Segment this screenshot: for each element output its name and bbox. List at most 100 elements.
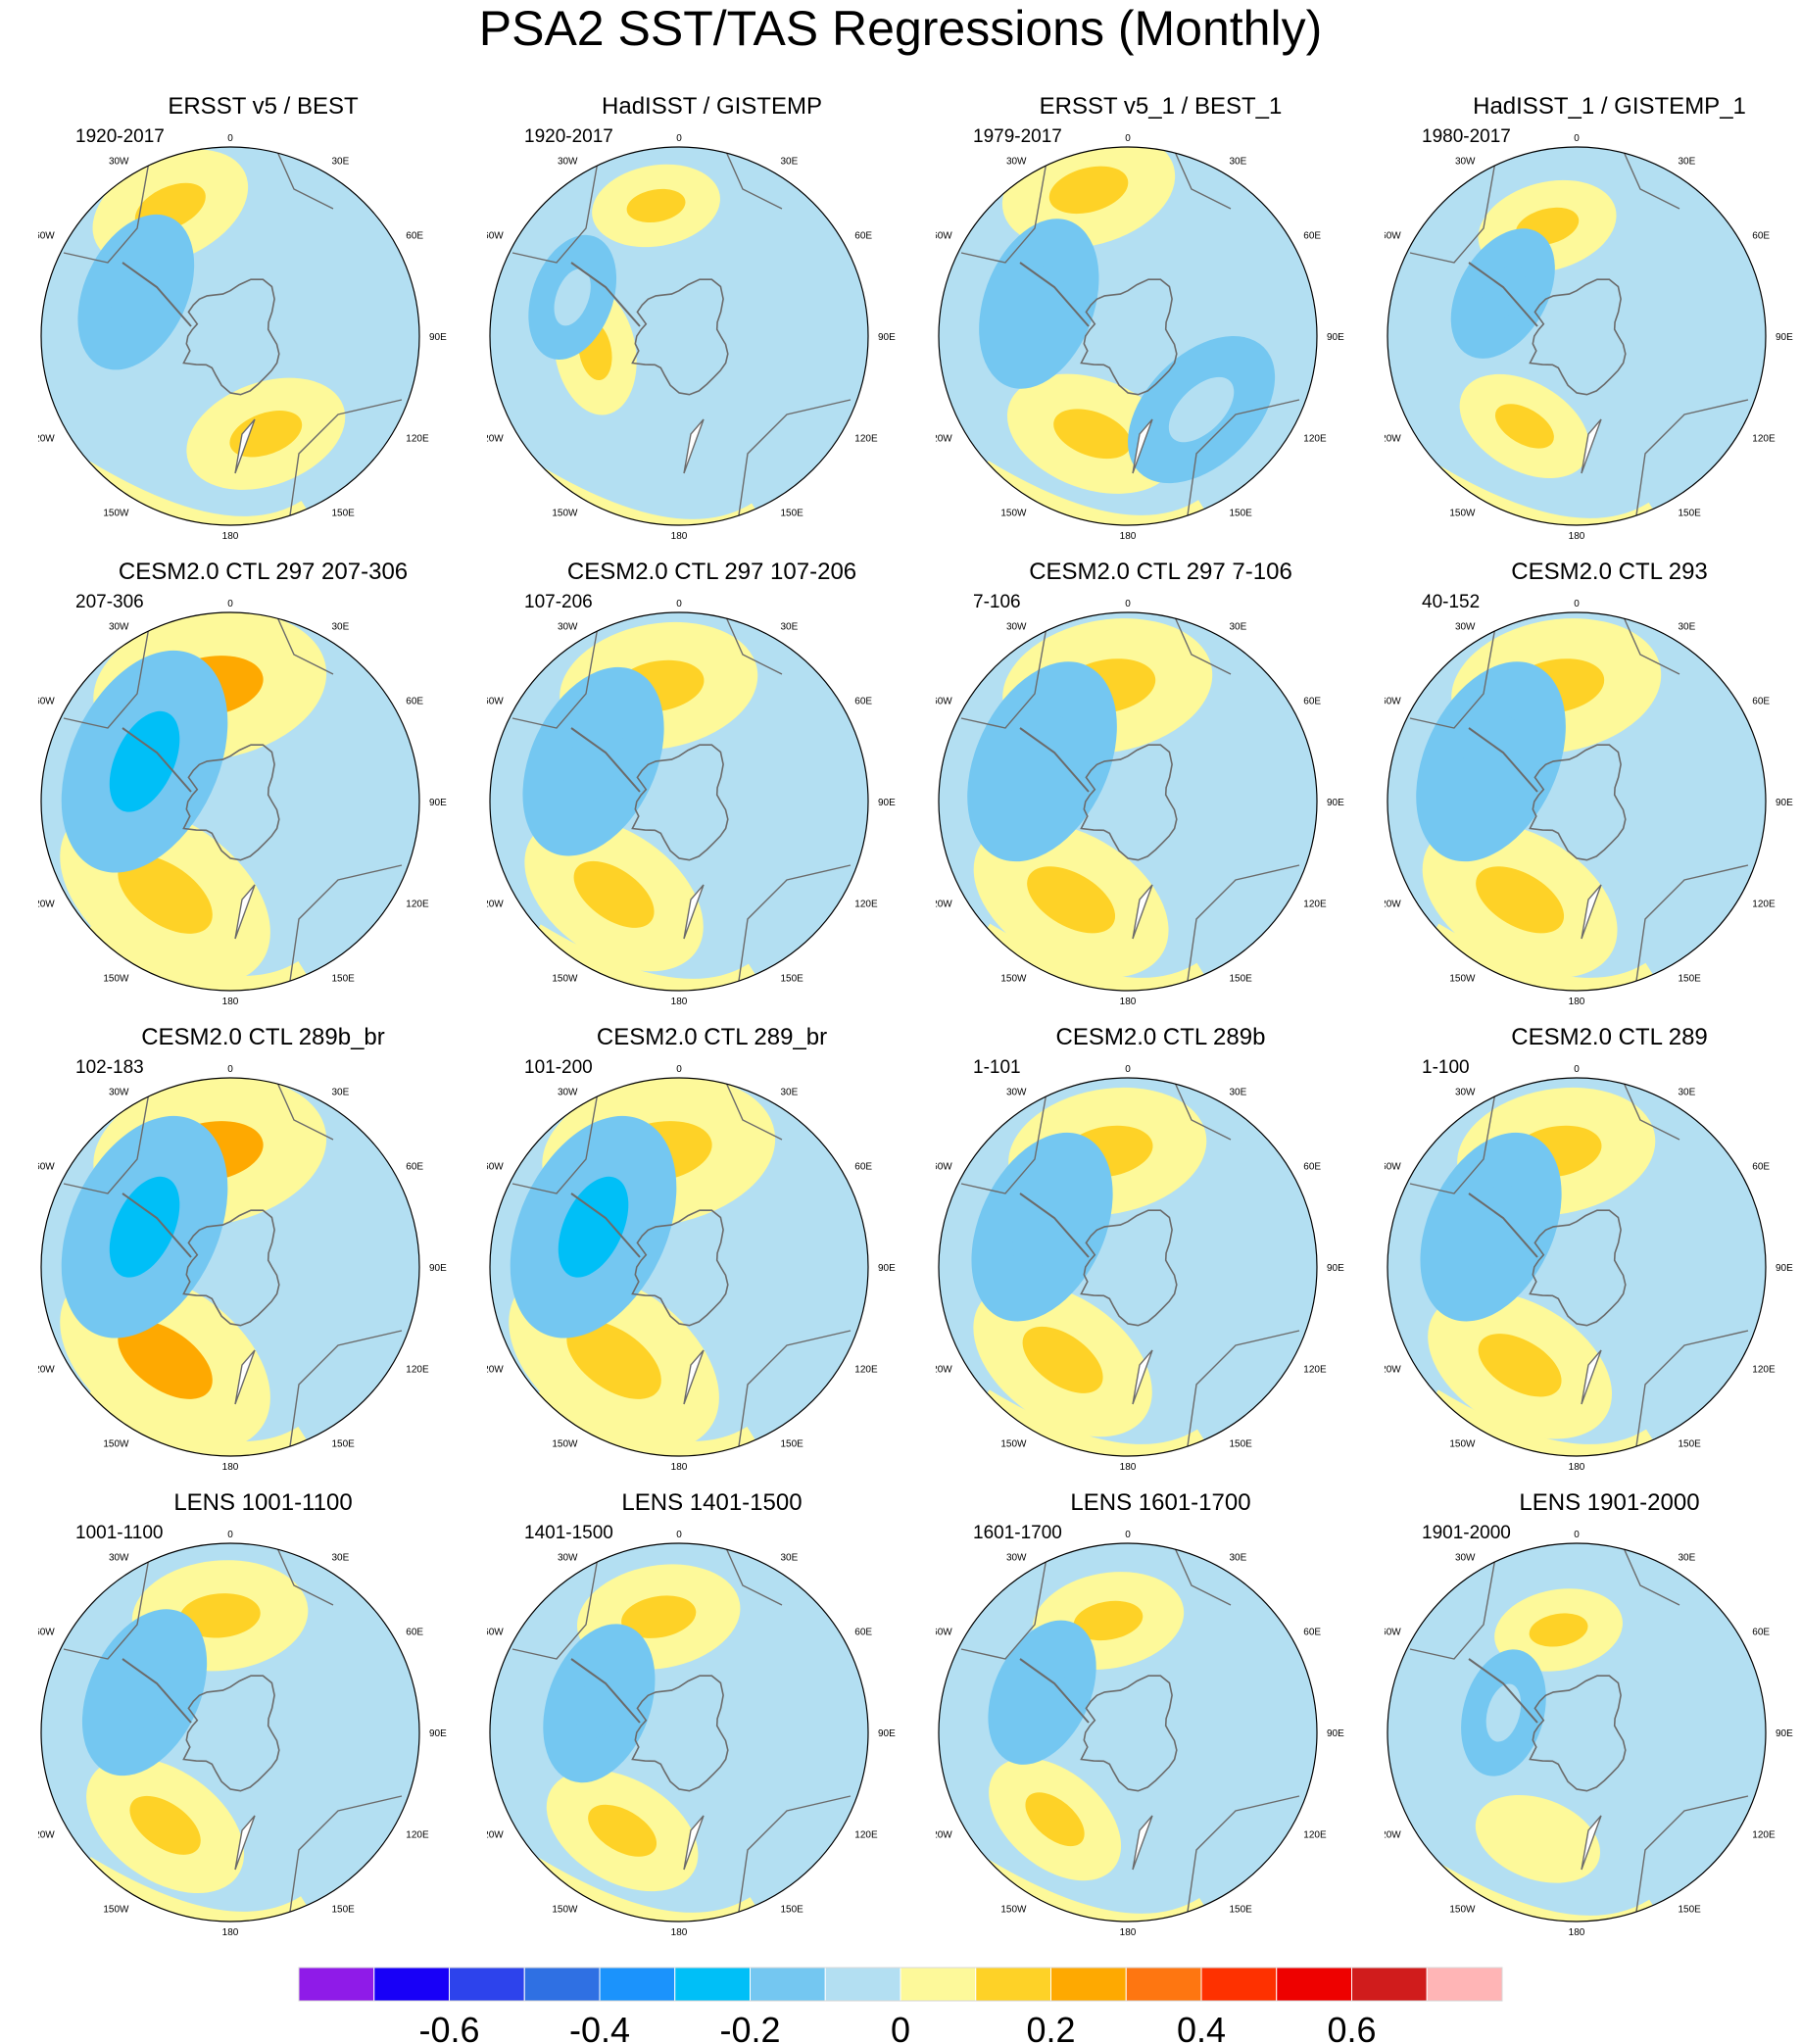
panel-title: ERSST v5_1 / BEST_1 (1039, 93, 1283, 120)
colorbar-bin (1276, 1967, 1352, 2002)
longitude-label: 60W (936, 1162, 952, 1173)
longitude-label: 30E (781, 1088, 799, 1098)
australia-outline (288, 1795, 403, 1920)
longitude-label: 180 (671, 531, 688, 542)
map-border (938, 146, 1318, 526)
longitude-label: 120E (1752, 434, 1776, 445)
map-border (1387, 1077, 1767, 1457)
colorbar-bin (298, 1967, 375, 2002)
chart-title: PSA2 SST/TAS Regressions (Monthly) (478, 1, 1323, 56)
panel-title: CESM2.0 CTL 297 207-306 (118, 559, 409, 585)
longitude-label: 180 (1120, 1927, 1137, 1938)
longitude-label: 180 (222, 1927, 239, 1938)
longitude-label: 150E (781, 1438, 804, 1449)
longitude-label: 120E (406, 1830, 429, 1841)
polar-map: 030E60E90E120E150E180150W120W90W60W30W (936, 1530, 1344, 1938)
antarctica-outline (1529, 1209, 1627, 1327)
longitude-label: 180 (1569, 997, 1585, 1007)
yellow-anomaly-core (129, 1795, 201, 1855)
longitude-label: 30E (1679, 157, 1696, 168)
longitude-label: 120E (854, 434, 878, 445)
longitude-label: 60W (487, 1162, 504, 1173)
longitude-label: 30W (1455, 622, 1476, 633)
longitude-label: 30E (781, 622, 799, 633)
longitude-label: 60E (1303, 697, 1321, 707)
longitude-label: 90E (1776, 1263, 1793, 1274)
new-zealand-outline (1581, 418, 1602, 474)
longitude-label: 60W (487, 1628, 504, 1638)
polar-map: 030E60E90E120E150E180150W120W90W60W30W (936, 133, 1344, 542)
blue-anomaly-core (1010, 715, 1074, 807)
polar-map: 030E60E90E120E150E180150W120W90W60W30W (1385, 1530, 1793, 1938)
blue-anomaly-core (109, 710, 180, 812)
longitude-label: 120W (936, 1830, 952, 1841)
map-panel: CESM2.0 CTL 289b 0 30E 60E 90E 120E 150E 180 150… (936, 1024, 1386, 1486)
panel-title: CESM2.0 CTL 289_br (596, 1024, 828, 1050)
longitude-label: 150E (1679, 1438, 1702, 1449)
colorbar-tick-label: 0.2 (1026, 2010, 1075, 2044)
map-panel: ERSST v5_1 / BEST_1 0 30E 60E 90E 120E 150E 180… (936, 93, 1386, 556)
colorbar-tick-label: 0.6 (1327, 2010, 1376, 2044)
colorbar-bin (1351, 1967, 1428, 2002)
map-border (1387, 611, 1767, 992)
new-zealand-outline (234, 1815, 256, 1871)
longitude-label: 150E (1679, 1904, 1702, 1915)
longitude-label: 150E (332, 508, 356, 518)
africa-outline (722, 612, 783, 675)
south-america-outline (960, 147, 1050, 264)
longitude-label: 30E (1679, 1553, 1696, 1564)
yellow-anomaly-core (1022, 1326, 1103, 1393)
new-zealand-outline (234, 418, 256, 474)
new-zealand-outline (1581, 1815, 1602, 1871)
longitude-label: 120E (406, 434, 429, 445)
longitude-label: 30E (781, 157, 799, 168)
longitude-label: 180 (222, 531, 239, 542)
panel-period: 207-306 (75, 592, 144, 612)
longitude-label: 60W (38, 231, 55, 242)
longitude-label: 180 (1569, 531, 1585, 542)
panel-title: CESM2.0 CTL 293 (1511, 559, 1708, 585)
australia-outline (1186, 399, 1300, 523)
longitude-label: 30W (1455, 157, 1476, 168)
longitude-label: 120W (487, 1830, 504, 1841)
yellow-anomaly-core (118, 1320, 213, 1399)
longitude-label: 90E (878, 1728, 896, 1739)
panel-period: 1980-2017 (1422, 126, 1511, 147)
map-panel: HadISST_1 / GISTEMP_1 0 30E 60E 90E 120E 150E 1… (1385, 93, 1801, 556)
panel-period: 107-206 (524, 592, 593, 612)
longitude-label: 180 (1120, 997, 1137, 1007)
longitude-label: 60W (936, 1628, 952, 1638)
longitude-label: 120W (487, 434, 504, 445)
blue-anomaly-core (1485, 1683, 1522, 1742)
map-border (1387, 1542, 1767, 1922)
longitude-label: 150W (103, 973, 129, 984)
panel-title: LENS 1601-1700 (1070, 1489, 1251, 1516)
blue-anomaly-core (1461, 1184, 1521, 1270)
longitude-label: 150W (103, 1438, 129, 1449)
australia-outline (737, 864, 852, 989)
longitude-label: 90E (878, 798, 896, 808)
map-panel: LENS 1601-1700 0 30E 60E 90E 120E 150E 180 150W 1… (936, 1489, 1386, 1952)
longitude-label: 90E (1776, 798, 1793, 808)
colorbar-frame (298, 1967, 1503, 2002)
polar-map: 030E60E90E120E150E180150W120W90W60W30W (936, 599, 1344, 1007)
colorbar-tick-label: -0.4 (569, 2010, 630, 2044)
peninsula-outline (122, 1192, 192, 1258)
south-america-outline (63, 612, 153, 729)
longitude-label: 0 (1574, 1064, 1580, 1075)
colorbar-bin (900, 1967, 977, 2002)
longitude-label: 120W (1385, 434, 1401, 445)
peninsula-outline (570, 1658, 641, 1724)
peninsula-outline (1019, 1658, 1090, 1724)
longitude-label: 0 (676, 599, 682, 609)
longitude-label: 60E (1303, 1628, 1321, 1638)
map-panel: CESM2.0 CTL 297 207-306 0 30E 60E 90E 120E 150… (38, 559, 488, 1021)
longitude-label: 150E (1230, 1438, 1253, 1449)
panel-period: 102-183 (75, 1057, 144, 1078)
south-america-outline (1409, 1078, 1499, 1194)
yellow-anomaly-core (1476, 866, 1565, 934)
antarctica-outline (1080, 744, 1178, 861)
longitude-label: 60W (38, 1162, 55, 1173)
longitude-label: 150W (1000, 1904, 1027, 1915)
new-zealand-outline (1132, 1815, 1153, 1871)
